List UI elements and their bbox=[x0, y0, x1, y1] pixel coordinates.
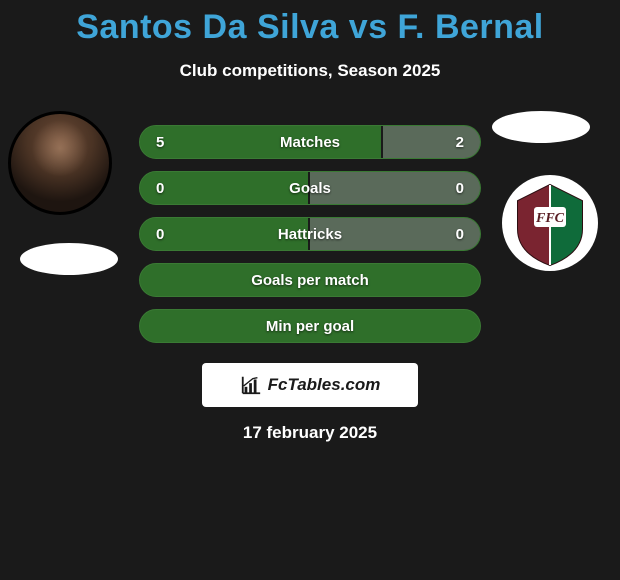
stat-row: 00Goals bbox=[139, 171, 481, 205]
comparison-area: FFC 52Matches 00Goals 00Hattricks Goals per… bbox=[0, 125, 620, 443]
chart-icon bbox=[240, 374, 262, 396]
page-subtitle: Club competitions, Season 2025 bbox=[0, 61, 620, 81]
player-left-avatar bbox=[8, 111, 112, 215]
stat-label: Hattricks bbox=[140, 218, 480, 250]
brand-banner: FcTables.com bbox=[202, 363, 418, 407]
stat-rows: 52Matches 00Goals 00Hattricks Goals per mat… bbox=[139, 125, 481, 343]
stat-row: 52Matches bbox=[139, 125, 481, 159]
stat-label: Min per goal bbox=[140, 310, 480, 342]
svg-text:FFC: FFC bbox=[535, 211, 565, 226]
stat-label: Goals bbox=[140, 172, 480, 204]
player-right-crest: FFC bbox=[500, 173, 600, 273]
stat-row: Goals per match bbox=[139, 263, 481, 297]
brand-text: FcTables.com bbox=[268, 375, 381, 395]
player-left-badge bbox=[20, 243, 118, 275]
stat-row: 00Hattricks bbox=[139, 217, 481, 251]
stat-label: Goals per match bbox=[140, 264, 480, 296]
stat-row: Min per goal bbox=[139, 309, 481, 343]
date-line: 17 february 2025 bbox=[0, 423, 620, 443]
player-right-badge bbox=[492, 111, 590, 143]
page-title: Santos Da Silva vs F. Bernal bbox=[0, 0, 620, 47]
stat-label: Matches bbox=[140, 126, 480, 158]
